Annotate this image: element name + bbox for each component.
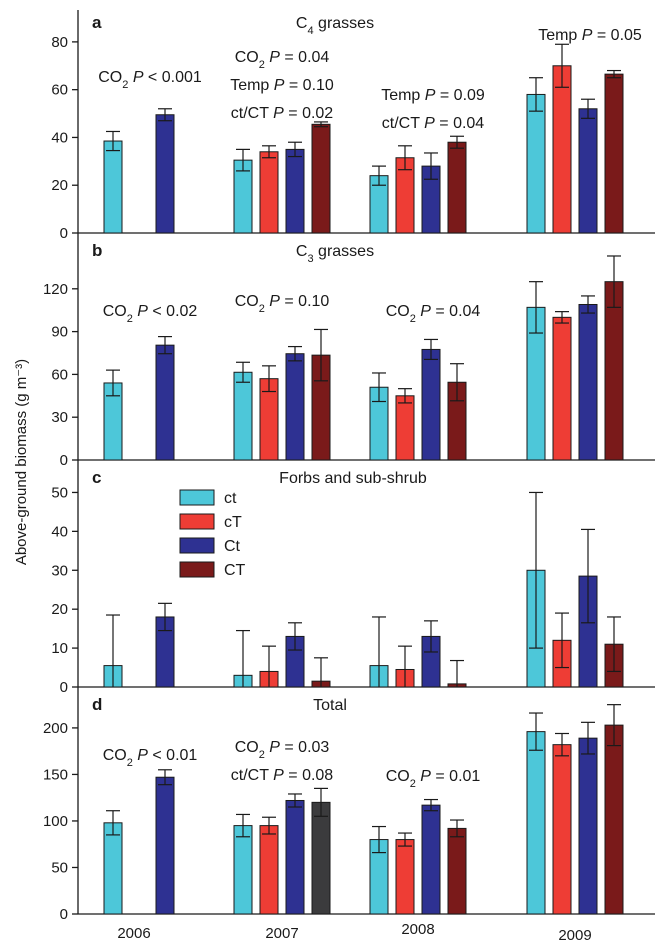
x-tick-label: 2009 — [558, 927, 591, 944]
y-tick-label: 0 — [60, 452, 68, 469]
panel-a: 0 20 40 60 80 a C4 grasses CO2 P < 0.001 CO2 P =… — [51, 13, 655, 242]
p-value-annotation: CO2 P = 0.04 — [235, 49, 330, 71]
bar-a-2009-Ct — [578, 108, 598, 234]
legend-label-ct: ct — [224, 490, 237, 507]
panel-title-d: Total — [313, 697, 347, 714]
bar-d-2007-ct — [233, 825, 253, 915]
bar-a-2007-Ct — [285, 148, 305, 234]
bar-a-2007-cT — [259, 151, 279, 234]
p-value-annotation: ct/CT P = 0.04 — [382, 115, 485, 132]
p-value-annotation: Temp P = 0.09 — [381, 87, 485, 104]
bar-d-2008-cT — [395, 839, 415, 915]
bar-a-2009-cT — [552, 65, 572, 234]
y-tick-label: 30 — [51, 409, 68, 426]
p-value-annotation: CO2 P = 0.01 — [386, 768, 481, 790]
y-tick-label: 50 — [51, 859, 68, 876]
p-value-annotation: ct/CT P = 0.02 — [231, 105, 334, 122]
y-tick-label: 0 — [60, 679, 68, 696]
bar-d-2008-CT — [447, 827, 467, 915]
y-tick-label: 30 — [51, 562, 68, 579]
p-value-annotation: ct/CT P = 0.08 — [231, 767, 334, 784]
bar-b-2009-cT — [552, 316, 572, 461]
x-tick-label: 2008 — [401, 921, 434, 938]
bar-b-2006-Ct — [155, 344, 175, 461]
y-tick-label: 100 — [43, 813, 68, 830]
p-value-annotation: CO2 P = 0.04 — [386, 303, 481, 325]
y-tick-label: 120 — [43, 281, 68, 298]
legend-label-cT: cT — [224, 514, 242, 531]
panel-title-b: C3 grasses — [296, 243, 374, 265]
panel-c: 0 10 20 30 40 50 c Forbs and sub-shrub — [51, 468, 655, 696]
panel-letter-b: b — [92, 241, 102, 260]
bar-b-2007-ct — [233, 371, 253, 461]
panel-letter-d: d — [92, 695, 102, 714]
bar-b-2007-Ct — [285, 353, 305, 461]
bar-d-2006-ct — [103, 822, 123, 915]
panel-title-a: C4 grasses — [296, 15, 374, 37]
p-value-annotation: CO2 P = 0.03 — [235, 739, 330, 761]
bar-b-2008-Ct — [421, 348, 441, 461]
legend-label-CT: CT — [224, 562, 246, 579]
bar-a-2006-Ct — [155, 114, 175, 234]
legend-swatch-Ct — [179, 537, 215, 554]
bar-a-2006-ct — [103, 140, 123, 234]
y-tick-label: 40 — [51, 523, 68, 540]
panel-title-c: Forbs and sub-shrub — [279, 470, 427, 487]
p-value-annotation: Temp P = 0.10 — [230, 77, 334, 94]
bar-d-2009-cT — [552, 744, 572, 915]
x-tick-label: 2006 — [117, 925, 150, 942]
p-value-annotation: CO2 P < 0.01 — [103, 747, 198, 769]
y-tick-label: 0 — [60, 906, 68, 923]
y-tick-label: 20 — [51, 601, 68, 618]
bar-d-2008-Ct — [421, 804, 441, 915]
panel-letter-c: c — [92, 468, 101, 487]
y-tick-label: 200 — [43, 720, 68, 737]
p-value-annotation: CO2 P < 0.02 — [103, 303, 198, 325]
legend-swatch-ct — [179, 489, 215, 506]
bar-a-2009-ct — [526, 93, 546, 234]
y-tick-label: 60 — [51, 366, 68, 383]
p-value-annotation: CO2 P < 0.001 — [98, 69, 202, 91]
legend: ct cT Ct CT — [179, 489, 246, 579]
y-axis-label: Above-ground biomass (g m⁻³) — [13, 359, 30, 565]
bar-a-2008-CT — [447, 141, 467, 234]
panel-letter-a: a — [92, 13, 102, 32]
bar-a-2009-CT — [604, 73, 624, 234]
bar-d-2009-CT — [604, 724, 624, 915]
bar-d-2007-CT — [311, 801, 331, 915]
y-tick-label: 60 — [51, 82, 68, 99]
y-tick-label: 40 — [51, 129, 68, 146]
panel-d: 0 50 100 150 200 d Total CO2 P < 0.01 CO2 P = 0.… — [43, 695, 655, 923]
legend-label-Ct: Ct — [224, 538, 241, 555]
legend-swatch-CT — [179, 561, 215, 578]
bar-d-2007-cT — [259, 825, 279, 915]
bar-d-2006-Ct — [155, 776, 175, 915]
y-tick-label: 10 — [51, 640, 68, 657]
y-tick-label: 150 — [43, 766, 68, 783]
x-tick-label: 2007 — [265, 925, 298, 942]
bar-a-2007-CT — [311, 123, 331, 234]
bar-b-2008-cT — [395, 395, 415, 461]
bar-d-2007-Ct — [285, 799, 305, 915]
y-tick-label: 0 — [60, 225, 68, 242]
bar-b-2009-Ct — [578, 303, 598, 461]
panel-b: 0 30 60 90 120 b C3 grasses CO2 P < 0.02 CO2 P =… — [43, 241, 655, 469]
legend-swatch-cT — [179, 513, 215, 530]
p-value-annotation: Temp P = 0.05 — [538, 27, 642, 44]
y-tick-label: 50 — [51, 484, 68, 501]
bar-b-2009-CT — [604, 281, 624, 461]
y-tick-label: 20 — [51, 177, 68, 194]
y-tick-label: 90 — [51, 324, 68, 341]
y-tick-label: 80 — [51, 34, 68, 51]
bar-d-2009-Ct — [578, 737, 598, 915]
bar-d-2009-ct — [526, 731, 546, 915]
p-value-annotation: CO2 P = 0.10 — [235, 293, 330, 315]
